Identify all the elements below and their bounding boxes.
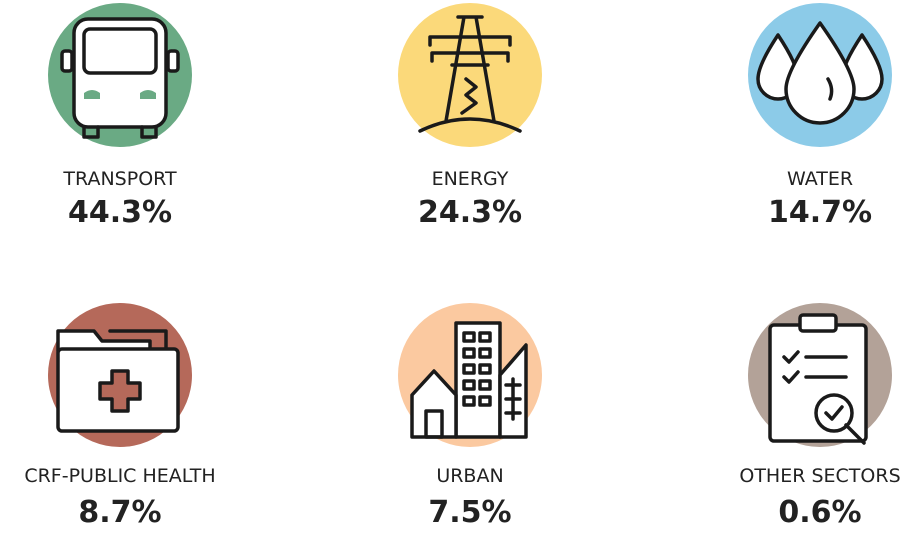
sector-value: 8.7% (78, 495, 161, 530)
sector-card: ENERGY 24.3% (398, 3, 542, 230)
sector-value: 24.3% (418, 195, 522, 230)
sector-label: WATER (787, 168, 853, 190)
sector-label: TRANSPORT (62, 168, 177, 190)
sector-label: OTHER SECTORS (739, 465, 900, 487)
sector-card: TRANSPORT 44.3% (48, 3, 192, 230)
sector-icon (410, 321, 528, 439)
sector-value: 7.5% (428, 495, 511, 530)
sector-icon (418, 15, 522, 133)
sector-card: CRF-PUBLIC HEALTH 8.7% (24, 303, 216, 530)
sector-value: 14.7% (768, 195, 872, 230)
sector-card: URBAN 7.5% (398, 303, 542, 530)
sector-icon (56, 329, 180, 433)
sector-value: 0.6% (778, 495, 861, 530)
sector-label: CRF-PUBLIC HEALTH (24, 465, 215, 487)
sector-icon (756, 21, 884, 125)
sector-label: URBAN (436, 465, 503, 487)
sector-card: OTHER SECTORS 0.6% (739, 303, 901, 530)
sector-icon (768, 313, 868, 445)
icon-circle (398, 3, 542, 147)
sector-icon (60, 17, 180, 139)
sector-card: WATER 14.7% (748, 3, 892, 230)
sector-value: 44.3% (68, 195, 172, 230)
sector-label: ENERGY (432, 168, 509, 190)
